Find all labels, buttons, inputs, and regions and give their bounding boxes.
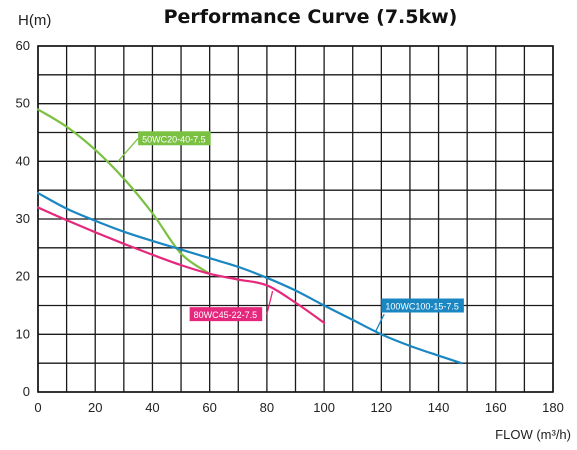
y-tick-label: 60 [16, 38, 30, 53]
x-tick-label: 0 [34, 400, 41, 415]
y-tick-label: 0 [23, 384, 30, 399]
x-axis-label: FLOW (m³/h) [495, 427, 571, 442]
x-tick-label: 100 [313, 400, 335, 415]
plot-border [37, 45, 554, 393]
series-label-leader [266, 290, 274, 315]
series-line [36, 191, 463, 365]
x-tick-label: 80 [260, 400, 274, 415]
series-label-leader [117, 137, 139, 162]
series-line [36, 206, 326, 324]
x-tick-label: 20 [88, 400, 102, 415]
series-label-box [138, 131, 211, 146]
x-tick-label: 120 [370, 400, 392, 415]
series-label-box [189, 307, 263, 322]
y-tick-label: 30 [16, 211, 30, 226]
y-tick-label: 10 [16, 326, 30, 341]
series-label-leader [375, 313, 385, 332]
series-label: 80WC45-22-7.5 [194, 310, 258, 320]
chart-title: Performance Curve (7.5kw) [163, 6, 458, 28]
y-tick-label: 40 [16, 153, 30, 168]
x-tick-label: 60 [202, 400, 216, 415]
y-axis-label: H(m) [18, 12, 52, 29]
series-line [36, 108, 211, 275]
y-tick-label: 50 [16, 96, 30, 111]
series-label-box [381, 298, 464, 313]
y-tick-label: 20 [16, 269, 30, 284]
series-label: 100WC100-15-7.5 [385, 302, 459, 312]
series-label: 50WC20-40-7.5 [142, 134, 206, 144]
x-tick-label: 160 [485, 400, 507, 415]
x-tick-label: 40 [145, 400, 159, 415]
x-tick-label: 140 [428, 400, 450, 415]
x-tick-label: 180 [542, 400, 564, 415]
